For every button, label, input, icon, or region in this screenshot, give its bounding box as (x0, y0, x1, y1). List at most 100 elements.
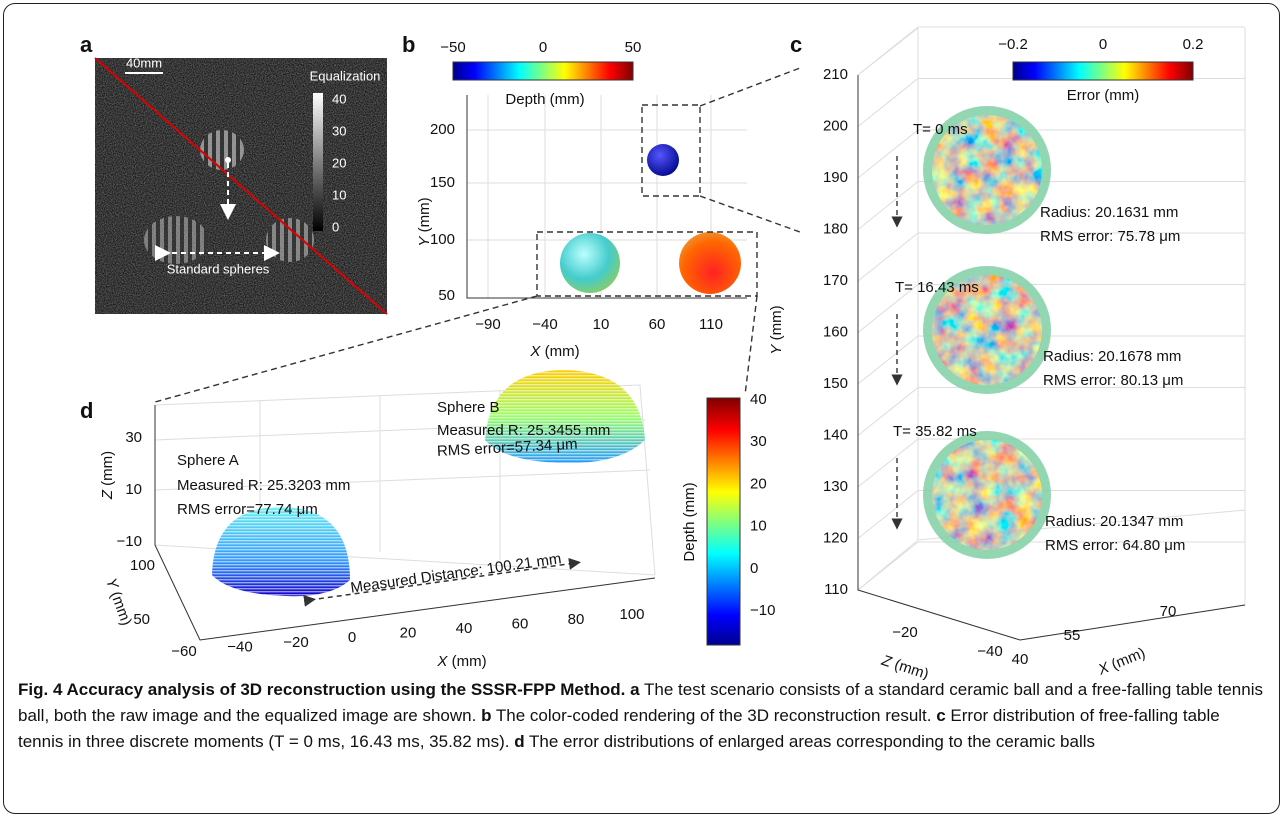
y-tick-label: 150 (430, 174, 455, 191)
y-axis-label: Y (mm) (102, 576, 135, 628)
colorbar-tick-label: 30 (750, 433, 767, 450)
time-label: T= 35.82 ms (893, 423, 977, 440)
y-tick-label: 50 (133, 611, 150, 628)
panel-a: a 40mm Standard spheres Equalization 40 3… (80, 32, 388, 315)
y-axis-label: Y (mm) (768, 305, 785, 354)
y-tick-label: 50 (438, 287, 455, 304)
colorbar-tick-label: 20 (332, 155, 346, 170)
z-tick-label: 30 (125, 429, 142, 446)
annotation: Measured R: 25.3455 mm (437, 422, 610, 439)
colorbar-tick-label: −50 (440, 39, 465, 56)
radius-label: Radius: 20.1678 mm (1043, 348, 1181, 365)
scale-bar: 40mm (126, 55, 162, 70)
annotation: Measured R: 25.3203 mm (177, 477, 350, 494)
y-tick-label: 140 (823, 426, 848, 443)
colorbar-tick-label: 0.2 (1183, 36, 1204, 53)
caption-run: c (931, 706, 946, 725)
z-axis-label: Z (mm) (99, 451, 116, 500)
caption-run: The error distributions of enlarged area… (524, 732, 1096, 751)
colorbar-tick-label: 50 (625, 39, 642, 56)
rms-label: RMS error: 64.80 μm (1045, 537, 1185, 554)
x-tick-label: 60 (649, 316, 666, 333)
y-axis-label: Y (mm) (416, 197, 433, 246)
time-label: T= 0 ms (913, 121, 968, 138)
z-tick-label: −40 (977, 643, 1002, 660)
panel-label: c (790, 32, 802, 57)
colorbar-title: Depth (mm) (681, 482, 698, 561)
time-label: T= 16.43 ms (895, 279, 979, 296)
annotation: Sphere A (177, 452, 239, 469)
x-tick-label: 20 (400, 625, 417, 642)
x-tick-label: −40 (227, 638, 252, 655)
y-tick-label: 190 (823, 169, 848, 186)
z-tick-label: −10 (117, 533, 142, 550)
y-tick-label: 100 (130, 557, 155, 574)
x-tick-label: 40 (456, 620, 473, 637)
y-tick-label: 200 (823, 117, 848, 134)
y-tick-label: 100 (430, 231, 455, 248)
x-axis-label: X (mm) (1095, 644, 1148, 679)
colorbar-title: Error (mm) (1067, 87, 1139, 104)
x-tick-label: 40 (1012, 651, 1029, 668)
caption-run: Fig. 4 Accuracy analysis of 3D reconstru… (18, 680, 626, 699)
panel-label: b (402, 32, 415, 57)
error-map (932, 115, 1042, 225)
colorbar-tick-label: 30 (332, 123, 346, 138)
figure: a 40mm Standard spheres Equalization 40 3… (80, 26, 1246, 680)
error-map (932, 440, 1042, 550)
radius-label: Radius: 20.1347 mm (1045, 513, 1183, 530)
caption-run: a (625, 680, 640, 699)
z-tick-label: 10 (125, 481, 142, 498)
x-tick-label: 80 (568, 611, 585, 628)
figure-frame (3, 3, 1280, 814)
x-tick-label: −40 (532, 316, 557, 333)
annotation: Measured Distance: 100.21 mm (349, 550, 562, 596)
y-tick-label: 170 (823, 272, 848, 289)
annotation: Sphere B (437, 399, 500, 416)
colorbar-tick-label: −10 (750, 602, 775, 619)
y-tick-label: 200 (430, 121, 455, 138)
x-tick-label: 110 (699, 316, 723, 333)
radius-label: Radius: 20.1631 mm (1040, 204, 1178, 221)
y-tick-label: 120 (823, 529, 848, 546)
x-tick-label: 55 (1064, 627, 1081, 644)
panel-b: b −50 0 50 Depth (mm) −90 −40 10 60 1102001501… (154, 32, 801, 403)
z-tick-label: −20 (892, 624, 917, 641)
y-tick-label: 180 (823, 220, 848, 237)
rms-label: RMS error: 75.78 μm (1040, 228, 1180, 245)
y-tick-label: 150 (823, 375, 848, 392)
x-tick-label: 100 (619, 606, 644, 623)
colorbar-tick-label: −0.2 (998, 36, 1028, 53)
x-tick-label: −20 (283, 634, 308, 651)
z-axis-label: Z (mm) (879, 652, 931, 680)
caption-run: Error distribution of free-falling table… (18, 706, 1225, 751)
caption-run: The color-coded rendering of the 3D reco… (491, 706, 932, 725)
x-axis-label: X (mm) (529, 343, 579, 360)
panel-label: a (80, 32, 93, 57)
caption-run: d (509, 732, 525, 751)
colorbar-tick-label: 10 (750, 518, 767, 535)
x-tick-label: 0 (348, 629, 356, 646)
annotation: RMS error=77.74 μm (177, 501, 318, 518)
caption-run: b (476, 706, 492, 725)
x-tick-label: 60 (512, 615, 529, 632)
colorbar-title: Equalization (310, 68, 381, 83)
colorbar-tick-label: 0 (1099, 36, 1107, 53)
x-tick-label: 10 (593, 316, 610, 333)
panel-c: c 210 200 190 180 170 160 150 140 130 120 110 −20 −4… (768, 26, 1246, 680)
x-tick-label: 70 (1160, 603, 1177, 620)
colorbar-tick-label: 40 (750, 391, 767, 408)
x-axis-label: X (mm) (436, 653, 486, 670)
caption: Fig. 4 Accuracy analysis of 3D reconstru… (18, 677, 1268, 755)
y-tick-label: 210 (823, 66, 848, 83)
caption-run: The test scenario consists of a standard… (18, 680, 1268, 725)
colorbar-tick-label: 0 (332, 219, 339, 234)
colorbar-tick-label: 0 (539, 39, 547, 56)
y-tick-label: 130 (823, 478, 848, 495)
error-map (932, 275, 1042, 385)
x-tick-label: −90 (475, 316, 500, 333)
colorbar-tick-label: 40 (332, 91, 346, 106)
y-tick-label: 110 (824, 581, 848, 598)
annotation: Standard spheres (167, 261, 270, 276)
